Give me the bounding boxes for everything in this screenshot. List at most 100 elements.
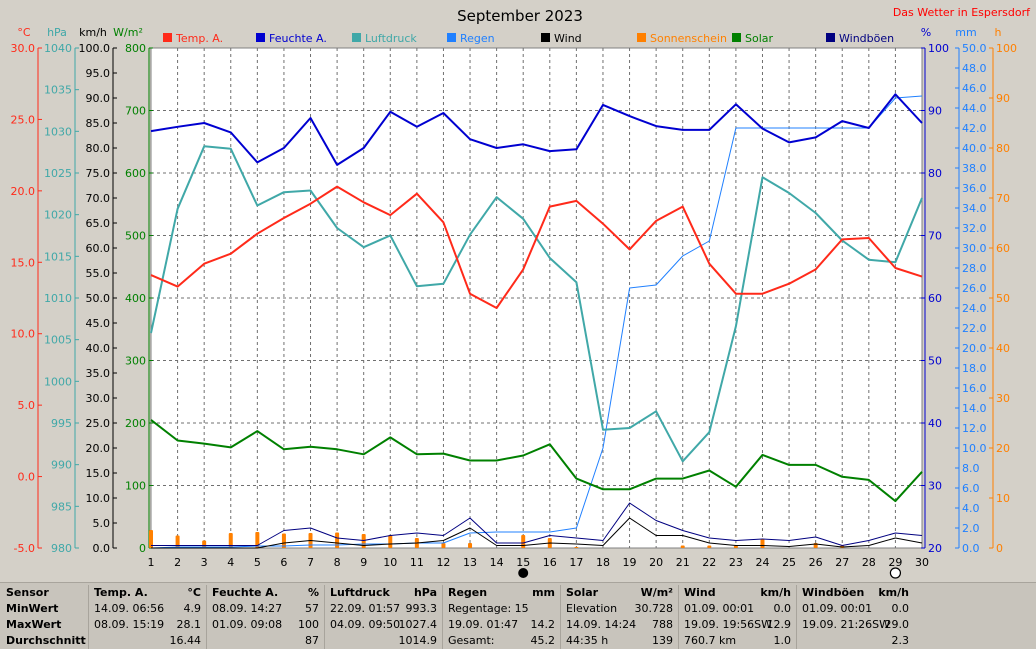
x-tick-label: 11 xyxy=(410,556,424,569)
stats-value: 993.3 xyxy=(405,602,438,615)
tick-label-rain: 42.0 xyxy=(962,122,987,135)
stats-value: 12.9 xyxy=(766,618,792,631)
stats-value: 45.2 xyxy=(530,634,556,647)
stats-value: 87 xyxy=(305,634,319,647)
stats-column: Wind km/h 01.09. 00:01 0.0 19.09. 19:56SW 12.… xyxy=(678,585,797,649)
stats-header: Windböen xyxy=(802,586,865,599)
stats-label: 760.7 km xyxy=(684,634,737,647)
axes: -5.0 0.0 5.0 10.0 15.0 20.0 25.0 30.0 980 985 990 9… xyxy=(11,42,1018,555)
stats-label: 19.09. 21:26SW xyxy=(802,618,891,631)
tick-label-rain: 2.0 xyxy=(962,522,980,535)
x-tick-label: 2 xyxy=(174,556,181,569)
series-line xyxy=(150,95,923,549)
x-tick-label: 7 xyxy=(307,556,314,569)
tick-label-wind: 5.0 xyxy=(93,517,111,530)
tick-label-solar: 700 xyxy=(125,105,146,118)
tick-label-sun: 50 xyxy=(996,292,1010,305)
tick-label-rain: 44.0 xyxy=(962,102,987,115)
tick-label-rain: 48.0 xyxy=(962,62,987,75)
unit-label-temp: °C xyxy=(17,26,31,39)
sunshine-bar xyxy=(281,533,286,548)
tick-label-wind: 95.0 xyxy=(86,67,111,80)
x-tick-label: 25 xyxy=(782,556,796,569)
unit-label-solar: W/m² xyxy=(113,26,143,39)
tick-label-wind: 55.0 xyxy=(86,267,111,280)
tick-label-solar: 400 xyxy=(125,292,146,305)
stats-label: 01.09. 00:01 xyxy=(684,602,755,615)
x-tick-label: 12 xyxy=(436,556,450,569)
tick-label-wind: 40.0 xyxy=(86,342,111,355)
stats-label: 01.09. 09:08 xyxy=(212,618,283,631)
stats-label: 04.09. 09:50 xyxy=(330,618,401,631)
tick-label-pressure: 1010 xyxy=(44,292,72,305)
legend-swatch xyxy=(256,33,265,42)
stats-value: 139 xyxy=(652,634,673,647)
tick-label-sun: 80 xyxy=(996,142,1010,155)
stats-unit: °C xyxy=(187,586,201,599)
legend-swatch xyxy=(637,33,646,42)
tick-label-pressure: 1025 xyxy=(44,167,72,180)
tick-label-sun: 30 xyxy=(996,392,1010,405)
tick-label-wind: 85.0 xyxy=(86,117,111,130)
tick-label-sun: 60 xyxy=(996,242,1010,255)
x-tick-label: 16 xyxy=(543,556,557,569)
stats-value: 29.0 xyxy=(884,618,910,631)
unit-label-rain: mm xyxy=(955,26,976,39)
axis-unit-labels: °C hPa km/h W/m²% mm h xyxy=(17,26,1001,39)
x-tick-label: 18 xyxy=(596,556,610,569)
tick-label-wind: 15.0 xyxy=(86,467,111,480)
tick-label-wind: 50.0 xyxy=(86,292,111,305)
stats-value: 57 xyxy=(305,602,319,615)
tick-label-rain: 18.0 xyxy=(962,362,987,375)
tick-label-sun: 100 xyxy=(996,42,1017,55)
tick-label-wind: 0.0 xyxy=(93,542,111,555)
stats-label: 44:35 h xyxy=(566,634,609,647)
tick-label-temp: 0.0 xyxy=(18,471,36,484)
tick-label-rain: 26.0 xyxy=(962,282,987,295)
tick-label-humidity: 40 xyxy=(928,417,942,430)
tick-label-wind: 60.0 xyxy=(86,242,111,255)
chart-title: September 2023 xyxy=(457,7,583,25)
stats-value: 2.3 xyxy=(891,634,910,647)
unit-label-sun: h xyxy=(995,26,1002,39)
tick-label-humidity: 20 xyxy=(928,542,942,555)
stats-label: 08.09. 14:27 xyxy=(212,602,283,615)
tick-label-solar: 100 xyxy=(125,480,146,493)
tick-label-wind: 10.0 xyxy=(86,492,111,505)
sunshine-bar xyxy=(680,545,685,548)
tick-label-wind: 90.0 xyxy=(86,92,111,105)
stats-column: Solar W/m² Elevation 30.728 14.09. 14:24 788 4… xyxy=(560,585,679,649)
x-axis-ticks: 1 2 3 4 5 6 7 8 9 10 11 12 13 14 15 16 17 18 19 20 21 22 23 24 2… xyxy=(148,556,930,569)
sunshine-bar xyxy=(149,530,153,548)
tick-label-pressure: 990 xyxy=(51,459,72,472)
x-tick-label: 19 xyxy=(623,556,637,569)
tick-label-rain: 34.0 xyxy=(962,202,987,215)
stats-unit: km/h xyxy=(760,586,791,599)
tick-label-pressure: 985 xyxy=(51,500,72,513)
x-tick-label: 21 xyxy=(676,556,690,569)
stats-column: Regen mm Regentage: 15 19.09. 01:47 14.2 Gesa… xyxy=(442,585,561,649)
x-tick-label: 3 xyxy=(201,556,208,569)
tick-label-rain: 14.0 xyxy=(962,402,987,415)
sunshine-bar xyxy=(388,535,393,548)
tick-label-humidity: 50 xyxy=(928,355,942,368)
stats-label: Gesamt: xyxy=(448,634,495,647)
stats-header: Temp. A. xyxy=(94,586,148,599)
stats-column: Temp. A. °C 14.09. 06:56 4.9 08.09. 15:19 28.… xyxy=(88,585,207,649)
stats-header: Solar xyxy=(566,586,599,599)
stats-unit: mm xyxy=(532,586,555,599)
tick-label-humidity: 60 xyxy=(928,292,942,305)
new-moon-icon xyxy=(518,568,529,578)
statistics-table: Sensor MinWert MaxWert Durchschnitt Temp… xyxy=(0,582,1036,649)
series-line xyxy=(151,517,923,549)
stats-label: 19.09. 01:47 xyxy=(448,618,519,631)
sunshine-bar xyxy=(760,539,765,548)
stats-label: 14.09. 14:24 xyxy=(566,618,637,631)
tick-label-rain: 16.0 xyxy=(962,382,987,395)
tick-label-pressure: 995 xyxy=(51,417,72,430)
tick-label-temp: 15.0 xyxy=(11,256,36,269)
legend-label: Sonnenschein xyxy=(650,32,727,45)
site-name: Das Wetter in Espersdorf xyxy=(893,6,1031,19)
stats-column: Luftdruck hPa 22.09. 01:57 993.3 04.09. 09:5… xyxy=(324,585,443,649)
legend-label: Regen xyxy=(460,32,495,45)
